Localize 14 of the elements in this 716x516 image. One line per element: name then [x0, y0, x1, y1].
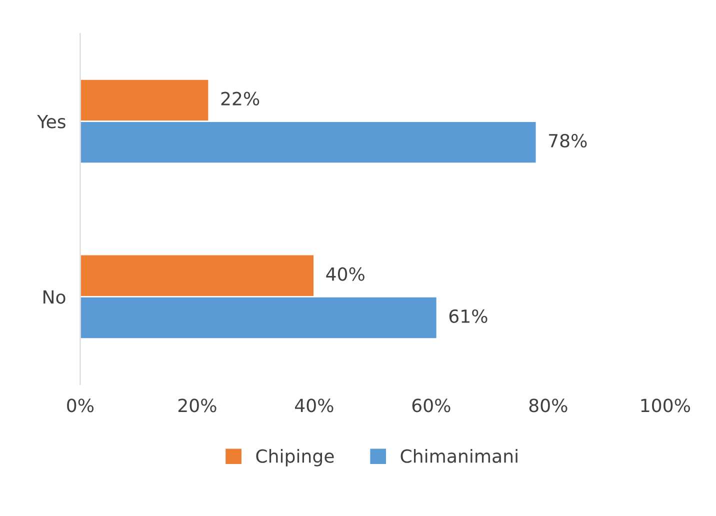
x-tick-label: 60%: [412, 398, 450, 412]
y-tick-label: Yes: [37, 114, 66, 128]
x-tick-label: 100%: [641, 398, 690, 412]
data-label: 78%: [549, 134, 587, 148]
data-label: 61%: [449, 309, 488, 323]
x-tick-label: 0%: [67, 398, 94, 412]
data-label: 40%: [326, 267, 364, 281]
x-tick-label: 80%: [529, 398, 568, 412]
data-label: 22%: [221, 92, 260, 106]
legend-label: Chipinge: [256, 448, 334, 466]
x-tick-label: 40%: [295, 398, 334, 412]
x-tick-label: 20%: [178, 398, 216, 412]
y-tick-label: No: [44, 290, 66, 304]
legend-label: Chimanimani: [400, 448, 518, 463]
